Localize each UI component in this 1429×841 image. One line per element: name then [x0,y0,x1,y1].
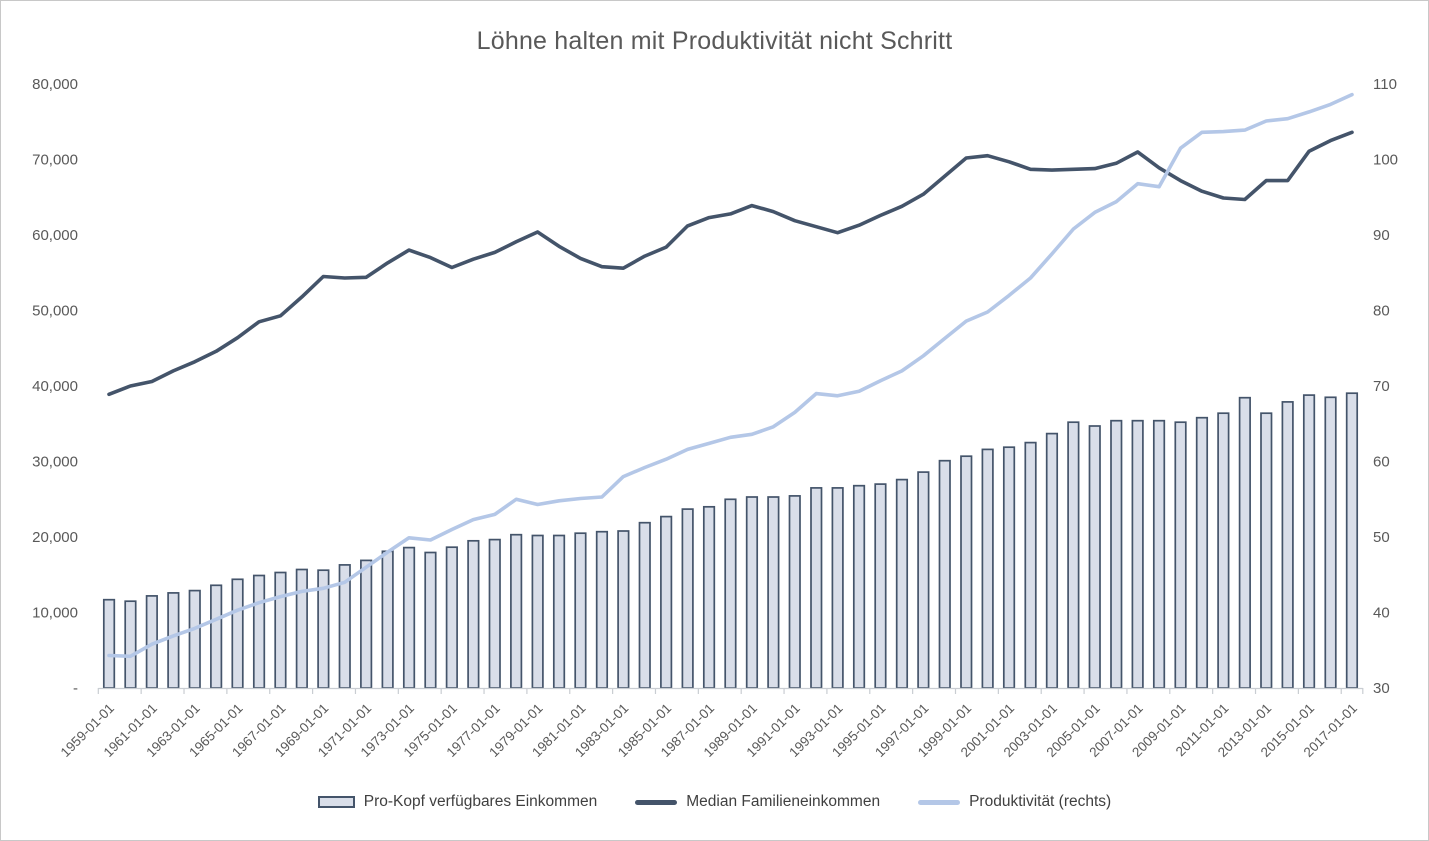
bar-2008 [1152,419,1166,689]
bar-1975 [445,546,458,689]
y-axis-left-label: 50,000 [32,303,78,320]
bar-2012 [1238,396,1251,689]
bar-1982 [595,530,609,689]
legend-item-median-income: Median Familieneinkommen [635,793,880,811]
bar-1978 [510,533,523,689]
bar-1988 [724,498,737,689]
bar-1967 [274,571,287,689]
bar-2014 [1281,401,1294,689]
y-axis-right-label: 80 [1373,303,1390,320]
y-axis-right-label: 70 [1373,378,1390,395]
productivity-line-swatch-icon [918,799,961,805]
y-axis-right-label: 60 [1373,454,1390,471]
bar-1979 [531,534,544,689]
y-axis-left-label: 10,000 [32,605,78,622]
bar-1987 [702,505,716,689]
bar-1991 [788,495,801,689]
bar-1962 [167,592,180,689]
bar-1990 [767,496,780,689]
bar-2003 [1045,432,1059,689]
bar-1993 [831,487,844,689]
bar-2001 [1002,446,1016,689]
y-axis-right-label: 40 [1373,605,1390,622]
bar-2005 [1088,425,1101,689]
bar-2006 [1110,419,1123,689]
y-axis-right-label: 110 [1373,76,1397,93]
bar-1985 [660,515,673,689]
legend: Pro-Kopf verfügbares Einkommen Median Fa… [1,793,1428,811]
bar-2004 [1067,421,1080,689]
bar-2010 [1195,416,1209,689]
y-axis-left-label: - [73,680,78,697]
bar-1983 [617,530,630,689]
bar-1977 [488,538,501,689]
bar-1998 [938,459,951,689]
bar-1968 [295,568,308,689]
bar-1966 [252,574,266,689]
median-income-line [107,130,1354,397]
bar-1992 [810,487,823,689]
bar-1981 [574,532,587,689]
productivity-line [107,92,1354,659]
bar-1999 [960,455,973,689]
y-axis-right-label: 90 [1373,227,1390,244]
bar-2013 [1260,412,1273,689]
bar-2009 [1174,421,1187,689]
y-axis-left-label: 80,000 [32,76,78,93]
bar-1974 [424,551,437,689]
y-axis-left-label: 30,000 [32,454,78,471]
bar-2016 [1324,396,1337,689]
bar-1972 [381,550,394,689]
y-axis-left-label: 70,000 [32,152,78,169]
bar-1964 [210,584,223,689]
chart-title: Löhne halten mit Produktivität nicht Sch… [476,27,953,55]
bar-2000 [981,448,994,689]
bar-1965 [231,578,244,689]
bar-1986 [681,508,694,689]
bar-1960 [124,600,137,689]
bar-1994 [852,484,866,689]
bar-2002 [1024,441,1037,689]
bar-2015 [1302,394,1316,689]
y-axis-left-label: 60,000 [32,227,78,244]
bar-1971 [360,559,373,689]
bar-1996 [895,478,909,689]
y-axis-right-label: 30 [1373,680,1390,697]
legend-label-disposable-income: Pro-Kopf verfügbares Einkommen [363,793,598,810]
bar-2007 [1131,419,1144,689]
bar-swatch-icon [317,796,355,808]
bar-1989 [745,496,759,689]
bar-2011 [1217,412,1230,689]
bar-1995 [874,483,887,689]
bar-1963 [188,589,201,689]
y-axis-left-label: 40,000 [32,378,78,395]
bar-1980 [552,534,566,689]
bar-1973 [402,546,416,689]
legend-item-disposable-income: Pro-Kopf verfügbares Einkommen [317,793,598,811]
legend-label-productivity: Produktivität (rechts) [969,793,1112,810]
legend-item-productivity: Produktivität (rechts) [918,793,1111,811]
bar-1959 [102,598,116,689]
bar-2017 [1345,392,1359,689]
y-axis-right-label: 100 [1373,152,1398,169]
bar-1976 [467,539,480,689]
y-axis-right-label: 50 [1373,529,1390,546]
y-axis-left-label: 20,000 [32,529,78,546]
median-line-swatch-icon [635,799,678,805]
legend-label-median-income: Median Familieneinkommen [686,793,881,810]
bar-1997 [917,471,930,689]
bar-1984 [638,521,651,689]
